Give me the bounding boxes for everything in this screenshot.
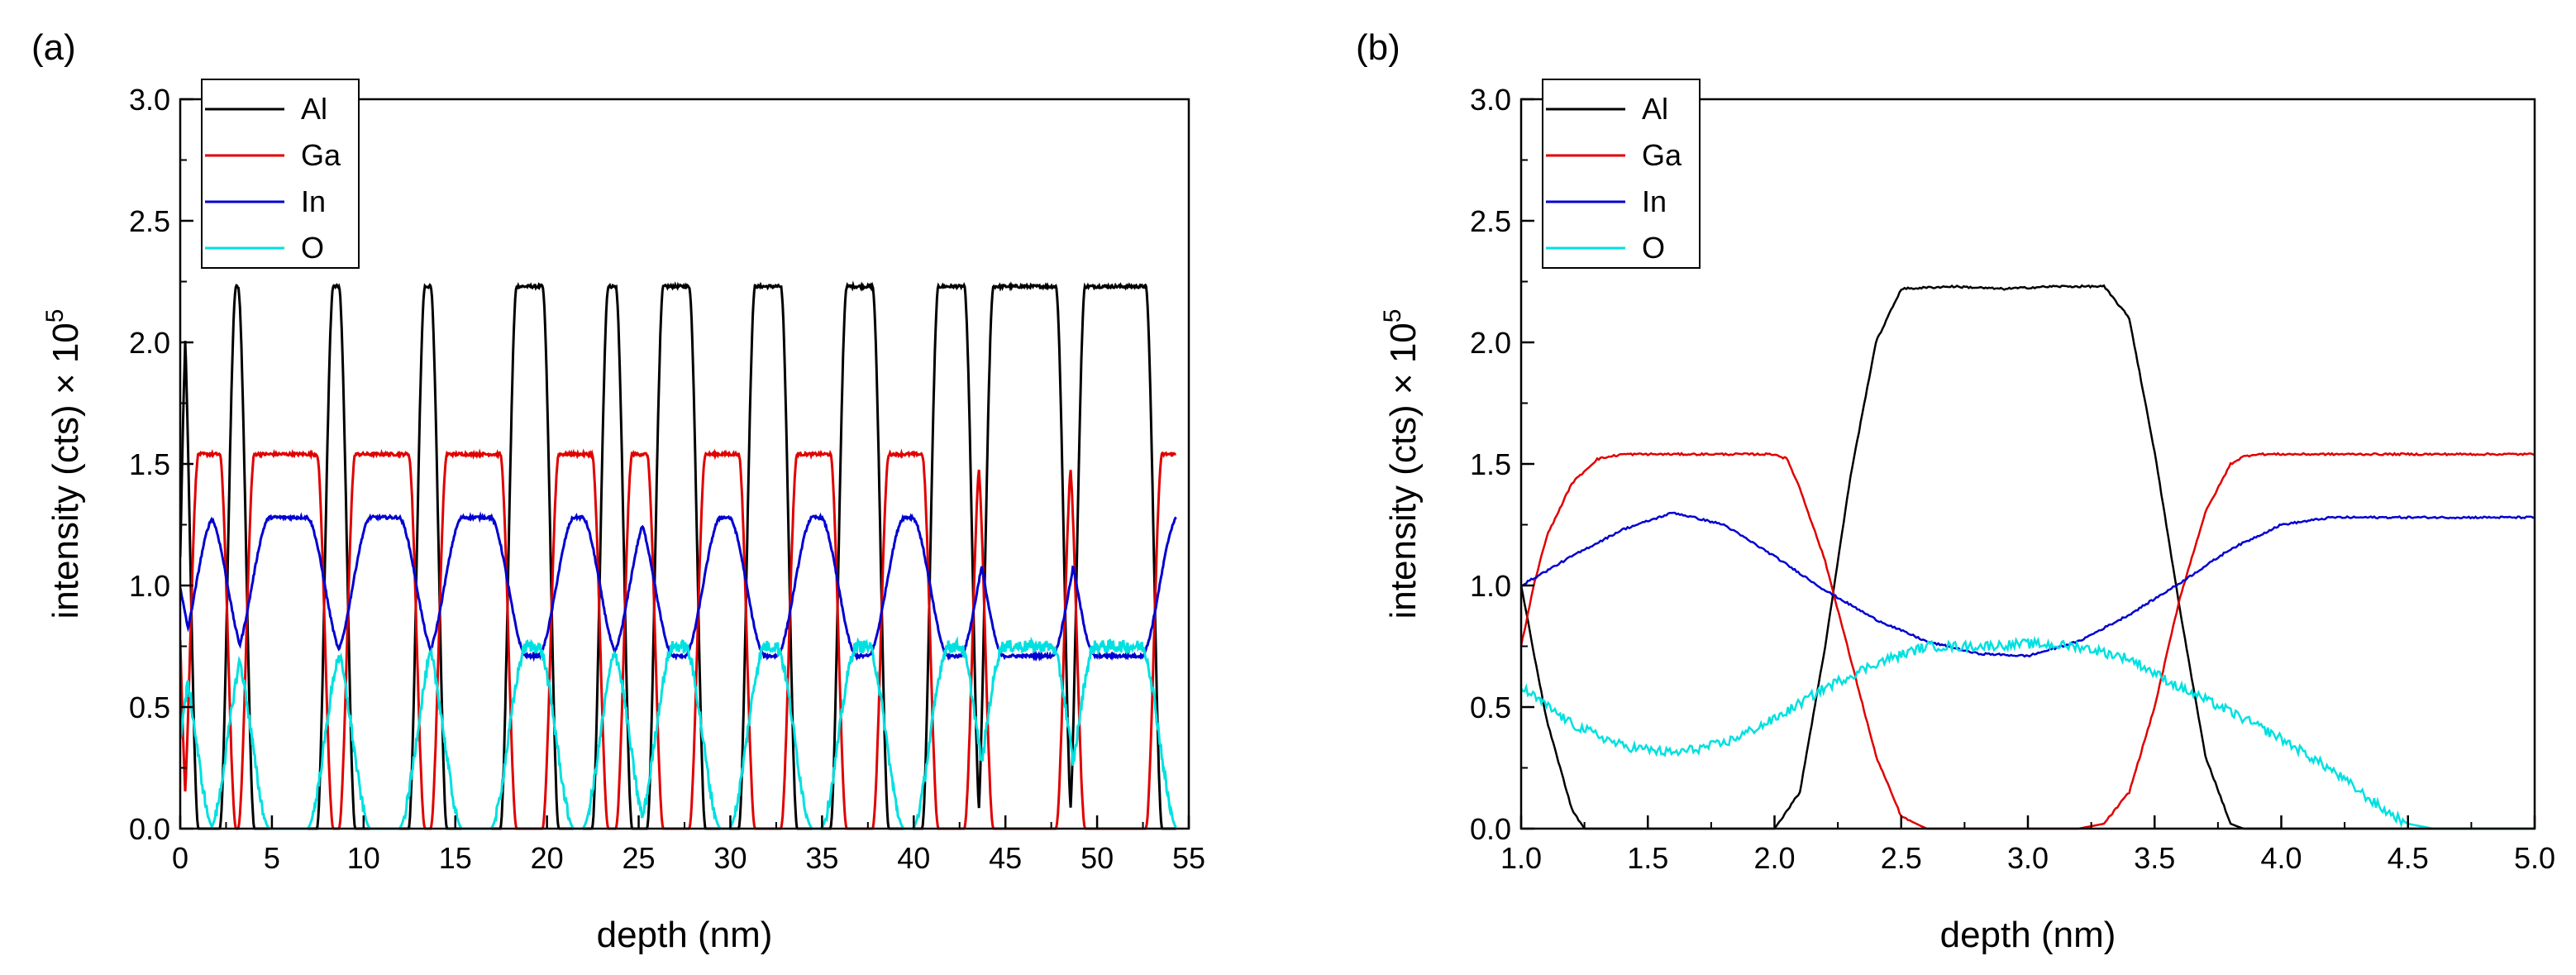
x-tick-label: 40: [897, 841, 930, 875]
x-tick-label: 4.5: [2388, 841, 2429, 875]
series-line-in: [1521, 511, 2535, 658]
y-tick-label: 1.5: [1470, 447, 1511, 481]
panel-b-x-ticks: 1.0 1.5 2.0 2.5 3.0 3.5 4.0 4.5 5.0: [1500, 815, 2555, 875]
panel-b-label: (b): [1356, 27, 1400, 68]
x-tick-label: 30: [713, 841, 747, 875]
y-tick-label: 0.5: [129, 691, 170, 724]
legend-label-o: O: [1642, 231, 1665, 265]
y-tick-label: 2.0: [1470, 326, 1511, 360]
y-tick-label: 1.0: [1470, 569, 1511, 603]
legend-label-ga: Ga: [301, 138, 341, 172]
panel-b-y-axis-title-exponent: 5: [1379, 309, 1406, 323]
panel-b-x-axis-title: depth (nm): [1940, 915, 2116, 955]
x-tick-label: 4.0: [2260, 841, 2302, 875]
y-tick-label: 2.5: [1470, 204, 1511, 238]
legend-label-in: In: [301, 184, 326, 218]
legend-label-ga: Ga: [1642, 138, 1682, 172]
panel-a-y-axis-title: intensity (cts) × 105: [41, 309, 86, 619]
legend-label-in: In: [1642, 184, 1667, 218]
legend-label-al: Al: [1642, 92, 1668, 126]
panel-b-plot-area: [1521, 284, 2535, 830]
x-tick-label: 2.5: [1881, 841, 1922, 875]
legend-box: [201, 79, 360, 269]
series-line-al: [180, 280, 1176, 830]
panel-a-y-axis-title-exponent: 5: [41, 309, 69, 323]
panel-a-x-ticks: 0 5 10 15 20 25 30 35 40 45 50 55: [172, 815, 1205, 875]
y-tick-label: 2.5: [129, 204, 170, 238]
panel-b-y-axis-title-main: intensity (cts) × 10: [1383, 323, 1424, 619]
y-tick-label: 1.0: [129, 569, 170, 603]
x-tick-label: 35: [805, 841, 838, 875]
x-tick-label: 2.0: [1753, 841, 1795, 875]
y-tick-label: 1.5: [129, 447, 170, 481]
x-tick-label: 25: [623, 841, 656, 875]
series-line-in: [180, 511, 1177, 662]
series-line-o: [1521, 635, 2535, 830]
y-tick-label: 0.0: [1470, 812, 1511, 846]
y-tick-label: 0.0: [129, 812, 170, 846]
x-tick-label: 3.5: [2134, 841, 2175, 875]
panel-a: (a) 0 5 10 15 20 25 30 35 40 45 50 55 0.0 0.5 1.0 1.5 2…: [31, 27, 1205, 955]
x-tick-label: 3.0: [2007, 841, 2049, 875]
x-tick-label: 20: [531, 841, 564, 875]
x-tick-label: 10: [347, 841, 380, 875]
x-tick-label: 5: [264, 841, 280, 875]
legend-label-al: Al: [301, 92, 327, 126]
y-tick-label: 0.5: [1470, 691, 1511, 724]
panel-a-legend: Al Ga In O: [201, 79, 360, 269]
x-tick-label: 1.0: [1500, 841, 1542, 875]
legend-box: [1542, 79, 1701, 269]
legend-label-o: O: [301, 231, 324, 265]
panel-b-y-ticks: 0.0 0.5 1.0 1.5 2.0 2.5 3.0: [1470, 83, 1534, 846]
x-tick-label: 0: [172, 841, 188, 875]
series-line-ga: [180, 448, 1176, 830]
panel-a-y-axis-title-main: intensity (cts) × 10: [45, 323, 86, 619]
y-tick-label: 3.0: [129, 83, 170, 117]
panel-b-y-axis-title: intensity (cts) × 105: [1379, 309, 1424, 619]
y-tick-label: 3.0: [1470, 83, 1511, 117]
panel-a-y-ticks: 0.0 0.5 1.0 1.5 2.0 2.5 3.0: [129, 83, 193, 846]
x-tick-label: 15: [439, 841, 472, 875]
panel-a-label: (a): [31, 27, 76, 68]
x-tick-label: 50: [1080, 841, 1114, 875]
x-tick-label: 55: [1172, 841, 1205, 875]
x-tick-label: 45: [989, 841, 1022, 875]
x-tick-label: 1.5: [1627, 841, 1668, 875]
panel-b: (b) 1.0 1.5 2.0 2.5 3.0 3.5 4.0 4.5 5.0 0.0 0.5 1.…: [1356, 27, 2555, 955]
panel-b-legend: Al Ga In O: [1542, 79, 1701, 269]
series-line-al: [1521, 284, 2535, 830]
panel-a-plot-area: [180, 280, 1177, 830]
panel-a-x-axis-title: depth (nm): [597, 915, 773, 955]
series-line-o: [180, 636, 1177, 830]
y-tick-label: 2.0: [129, 326, 170, 360]
x-tick-label: 5.0: [2514, 841, 2555, 875]
